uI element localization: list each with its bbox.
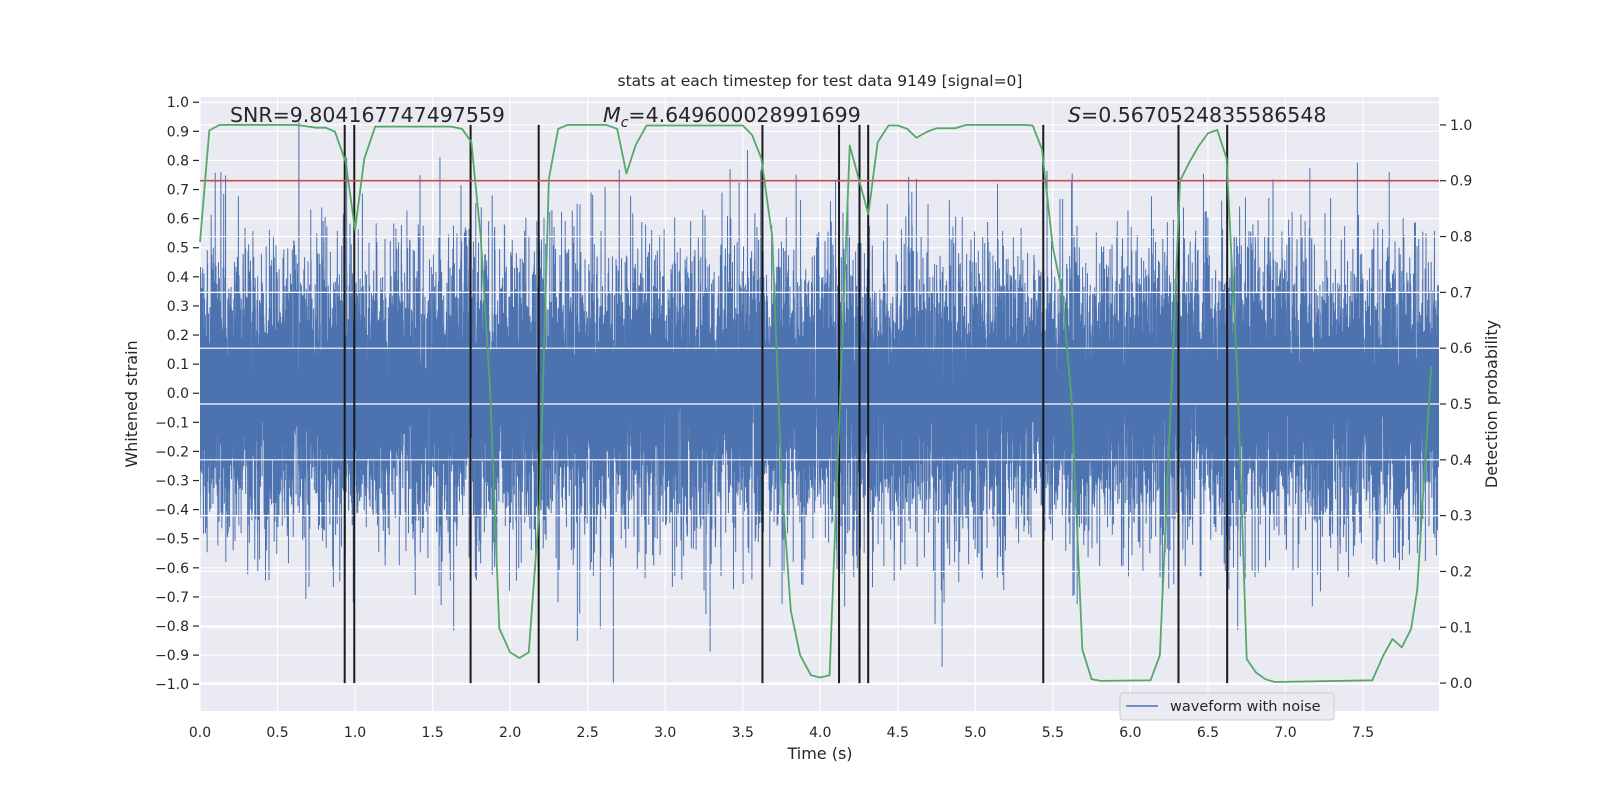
y-axis-right-label: Detection probability bbox=[1482, 320, 1501, 488]
chart-title: stats at each timestep for test data 914… bbox=[618, 72, 1023, 90]
x-tick-label: 0.5 bbox=[266, 725, 288, 741]
chirp-mass-symbol: M bbox=[603, 103, 621, 127]
legend: waveform with noise bbox=[1119, 692, 1335, 721]
snr-annotation: SNR=9.804167747497559 bbox=[230, 103, 505, 127]
legend-box bbox=[1119, 692, 1335, 721]
y-left-tick-label: −0.4 bbox=[155, 503, 189, 519]
y-left-tick-label: −0.1 bbox=[155, 415, 189, 431]
y-left-tick-label: 0.9 bbox=[167, 124, 189, 140]
x-tick-label: 6.0 bbox=[1119, 725, 1141, 741]
x-tick-label: 1.0 bbox=[344, 725, 366, 741]
spin-annotation: S=0.5670524835586548 bbox=[1068, 103, 1326, 127]
x-tick-label: 2.0 bbox=[499, 725, 521, 741]
chirp-mass-value: =4.649600028991699 bbox=[628, 103, 860, 127]
spin-symbol: S bbox=[1068, 103, 1081, 127]
y-left-tick-label: 0.4 bbox=[167, 270, 189, 286]
x-axis-label: Time (s) bbox=[786, 744, 852, 763]
x-tick-label: 3.0 bbox=[654, 725, 676, 741]
y-left-tick-label: 0.3 bbox=[167, 299, 189, 315]
y-left-tick-label: 1.0 bbox=[167, 95, 189, 111]
y-right-tick-label: 0.6 bbox=[1450, 341, 1472, 357]
y-left-tick-label: 0.6 bbox=[167, 212, 189, 228]
y-left-tick-label: 0.8 bbox=[167, 153, 189, 169]
y-left-tick-label: −0.6 bbox=[155, 561, 189, 577]
x-axis-ticks: 0.0 0.5 1.0 1.5 2.0 2.5 3.0 3.5 4.0 4.5 5.0 5.5 6.0 6… bbox=[189, 725, 1374, 741]
y-left-tick-label: 0.5 bbox=[167, 241, 189, 257]
y-right-tick-label: 0.8 bbox=[1450, 230, 1472, 246]
y-axis-left-ticks: −1.0 −0.9 −0.8 −0.7 −0.6 −0.5 −0.4 −0.3 −0.2 −0.1… bbox=[155, 95, 199, 693]
waveform-line bbox=[200, 120, 1439, 685]
y-left-tick-label: −0.9 bbox=[155, 648, 189, 664]
probability-line bbox=[199, 124, 1433, 683]
x-tick-label: 5.5 bbox=[1042, 725, 1064, 741]
x-tick-label: 1.5 bbox=[421, 725, 443, 741]
y-left-tick-label: 0.2 bbox=[167, 328, 189, 344]
x-tick-label: 3.5 bbox=[732, 725, 754, 741]
legend-label-waveform: waveform with noise bbox=[1170, 699, 1321, 715]
y-left-tick-label: 0.7 bbox=[167, 183, 189, 199]
x-tick-label: 4.5 bbox=[887, 725, 909, 741]
y-left-tick-label: −0.5 bbox=[155, 532, 189, 548]
y-right-tick-label: 0.5 bbox=[1450, 397, 1472, 413]
y-left-tick-label: 0.1 bbox=[167, 357, 189, 373]
y-left-tick-label: −0.3 bbox=[155, 474, 189, 490]
x-tick-label: 0.0 bbox=[189, 725, 211, 741]
x-tick-label: 7.5 bbox=[1352, 725, 1374, 741]
y-right-tick-label: 1.0 bbox=[1450, 118, 1472, 134]
x-tick-label: 2.5 bbox=[577, 725, 599, 741]
x-tick-label: 5.0 bbox=[964, 725, 986, 741]
y-left-tick-label: −0.2 bbox=[155, 444, 189, 460]
y-right-tick-label: 0.2 bbox=[1450, 564, 1472, 580]
y-right-tick-label: 0.0 bbox=[1450, 676, 1472, 692]
spin-value: =0.5670524835586548 bbox=[1081, 103, 1326, 127]
y-left-tick-label: −0.8 bbox=[155, 619, 189, 635]
chirp-mass-annotation: Mc=4.649600028991699 bbox=[603, 103, 861, 131]
y-right-tick-label: 0.9 bbox=[1450, 174, 1472, 190]
y-right-tick-label: 0.4 bbox=[1450, 453, 1472, 469]
y-axis-right-ticks: 0.0 0.1 0.2 0.3 0.4 0.5 0.6 0.7 0.8 0.9 1.0 bbox=[1440, 118, 1472, 692]
y-right-tick-label: 0.3 bbox=[1450, 509, 1472, 525]
x-tick-label: 6.5 bbox=[1197, 725, 1219, 741]
y-right-tick-label: 0.7 bbox=[1450, 285, 1472, 301]
y-left-tick-label: −0.7 bbox=[155, 590, 189, 606]
y-left-tick-label: −1.0 bbox=[155, 677, 189, 693]
y-left-tick-label: 0.0 bbox=[167, 386, 189, 402]
chirp-mass-subscript: c bbox=[621, 115, 629, 131]
x-tick-label: 7.0 bbox=[1274, 725, 1296, 741]
x-tick-label: 4.0 bbox=[809, 725, 831, 741]
y-right-tick-label: 0.1 bbox=[1450, 620, 1472, 636]
y-axis-left-label: Whitened strain bbox=[122, 340, 141, 467]
